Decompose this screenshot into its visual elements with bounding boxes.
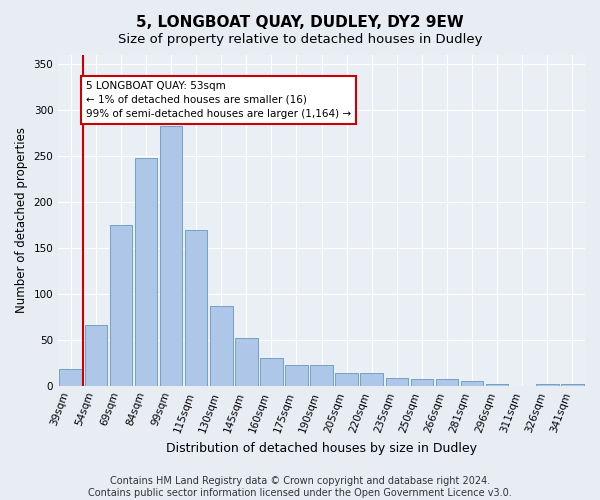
Bar [461,381,484,386]
Bar [134,158,157,386]
Bar [310,364,333,386]
Bar [110,225,132,386]
Bar [335,373,358,386]
Bar [160,126,182,386]
Bar [410,380,433,386]
Bar [85,325,107,386]
Bar [536,384,559,386]
Bar [436,380,458,386]
Bar [486,384,508,386]
Bar [285,364,308,386]
Bar [59,370,82,386]
Bar [235,338,257,386]
Bar [361,373,383,386]
Bar [210,306,233,386]
Bar [386,378,408,386]
Text: Contains HM Land Registry data © Crown copyright and database right 2024.
Contai: Contains HM Land Registry data © Crown c… [88,476,512,498]
Text: 5, LONGBOAT QUAY, DUDLEY, DY2 9EW: 5, LONGBOAT QUAY, DUDLEY, DY2 9EW [136,15,464,30]
Text: 5 LONGBOAT QUAY: 53sqm
← 1% of detached houses are smaller (16)
99% of semi-deta: 5 LONGBOAT QUAY: 53sqm ← 1% of detached … [86,80,351,118]
Y-axis label: Number of detached properties: Number of detached properties [15,128,28,314]
Bar [561,384,584,386]
X-axis label: Distribution of detached houses by size in Dudley: Distribution of detached houses by size … [166,442,477,455]
Text: Size of property relative to detached houses in Dudley: Size of property relative to detached ho… [118,32,482,46]
Bar [185,230,208,386]
Bar [260,358,283,386]
